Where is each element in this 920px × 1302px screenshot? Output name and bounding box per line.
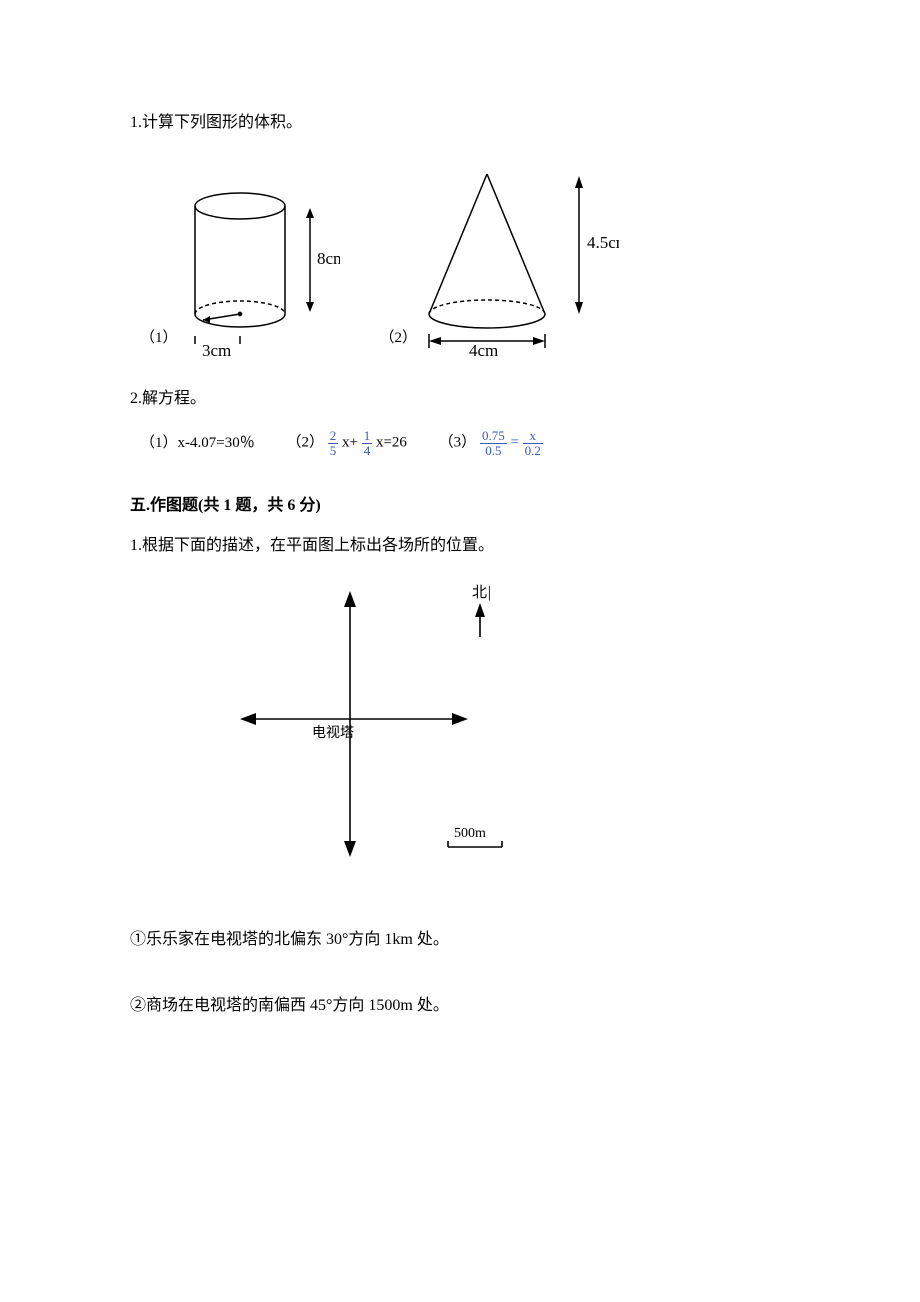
section-5-heading: 五.作图题(共 1 题，共 6 分) [130, 493, 790, 519]
equation-1: （1）x-4.07=30％ [140, 431, 255, 455]
eq3-mid: = [510, 435, 522, 451]
eq3-pre: （3） [439, 435, 477, 451]
question-1: 1.计算下列图形的体积。 [130, 110, 790, 136]
eq2-post: x=26 [376, 435, 407, 451]
cone-height-label: 4.5cm [587, 233, 619, 252]
section5-q1-prompt: 1.根据下面的描述，在平面图上标出各场所的位置。 [130, 533, 790, 559]
eq2-pre: （2） [286, 435, 324, 451]
q1-prompt: 1.计算下列图形的体积。 [130, 114, 302, 131]
compass-figure: 北 │ 电视塔 500m [230, 579, 790, 888]
equation-3: （3） 0.75 0.5 = x 0.2 [439, 429, 543, 457]
compass-svg: 北 │ 电视塔 500m [230, 579, 530, 879]
figure-2-label: （2） [380, 326, 418, 350]
north-mark: │ [485, 586, 494, 601]
figure-1: （1） [140, 186, 340, 356]
section5-sub1: ①乐乐家在电视塔的北偏东 30°方向 1km 处。 [130, 927, 790, 953]
equation-2: （2） 2 5 x+ 1 4 x=26 [286, 429, 406, 457]
cone-svg: 4.5cm 4cm [419, 166, 619, 356]
cylinder-height-label: 8cm [317, 249, 340, 268]
figure-2: （2） 4.5cm 4cm [380, 166, 620, 356]
scale-label: 500m [454, 826, 486, 841]
equations-row: （1）x-4.07=30％ （2） 2 5 x+ 1 4 x=26 （3） 0.… [140, 429, 790, 457]
question-2: 2.解方程。 [130, 386, 790, 412]
eq2-frac1: 2 5 [328, 429, 339, 457]
cylinder-radius-label: 3cm [202, 341, 231, 356]
cone-diameter-label: 4cm [469, 341, 498, 356]
figures-row: （1） [140, 166, 790, 356]
eq3-frac2: x 0.2 [523, 429, 543, 457]
eq2-mid: x+ [342, 435, 362, 451]
eq3-frac1: 0.75 0.5 [480, 429, 507, 457]
center-label: 电视塔 [312, 725, 354, 741]
figure-1-label: （1） [140, 326, 178, 350]
q2-prompt: 2.解方程。 [130, 390, 206, 407]
section5-sub2: ②商场在电视塔的南偏西 45°方向 1500m 处。 [130, 993, 790, 1019]
cylinder-svg: 8cm 3cm [180, 186, 340, 356]
eq2-frac2: 1 4 [362, 429, 373, 457]
